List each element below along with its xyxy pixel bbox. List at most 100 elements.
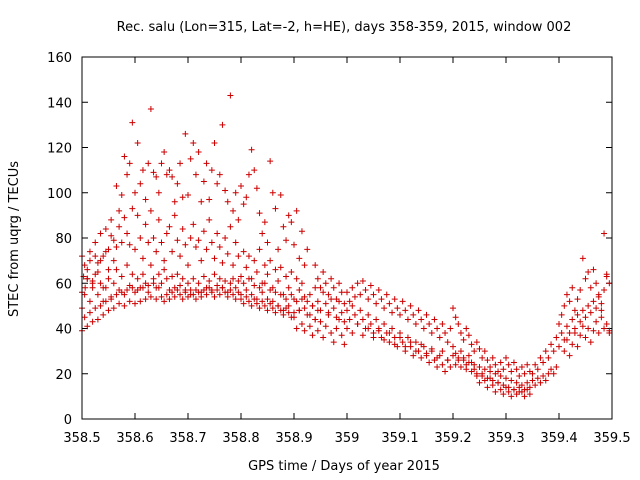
data-point (206, 284, 213, 291)
data-point (208, 239, 215, 246)
data-point (590, 327, 597, 334)
data-point (351, 311, 358, 318)
data-point (542, 348, 549, 355)
data-point (309, 332, 316, 339)
data-point (86, 309, 93, 316)
y-tick-label: 100 (47, 187, 72, 202)
data-point (582, 334, 589, 341)
data-point (139, 167, 146, 174)
data-point (177, 253, 184, 260)
data-point (227, 287, 234, 294)
data-point (171, 212, 178, 219)
data-point (344, 307, 350, 314)
data-point (489, 382, 496, 389)
data-point (450, 305, 456, 312)
data-point (577, 287, 584, 294)
data-point (139, 255, 146, 262)
data-point (532, 382, 539, 389)
data-point (169, 173, 176, 180)
data-point (357, 291, 364, 298)
data-point (158, 293, 165, 300)
data-point (293, 325, 300, 332)
data-point (534, 375, 541, 382)
data-point (129, 271, 136, 278)
data-point (423, 311, 430, 318)
data-point (434, 354, 441, 361)
data-point (253, 185, 260, 192)
data-point (118, 192, 125, 199)
data-point (243, 194, 250, 201)
data-point (235, 216, 242, 223)
data-point (142, 296, 149, 303)
data-point (330, 339, 337, 346)
data-point (322, 300, 329, 307)
data-point (399, 339, 406, 346)
data-point (222, 187, 229, 194)
data-point (439, 320, 446, 327)
data-point (391, 341, 398, 348)
data-point (222, 277, 229, 284)
data-point (222, 235, 229, 241)
x-tick-label: 359.2 (434, 431, 471, 446)
data-point (179, 194, 186, 201)
data-point (346, 316, 353, 323)
x-tick-label: 358.5 (63, 431, 100, 446)
data-point (503, 354, 509, 361)
data-point (346, 298, 353, 305)
data-point (521, 393, 528, 400)
data-point (232, 296, 239, 303)
data-point (293, 207, 300, 214)
data-point (325, 309, 332, 316)
data-point (505, 388, 512, 395)
data-point (571, 307, 578, 314)
data-point (124, 230, 131, 237)
data-point (206, 216, 213, 223)
data-point (285, 212, 292, 219)
data-point (134, 139, 141, 146)
data-point (232, 189, 239, 196)
data-point (476, 345, 483, 352)
data-point (105, 266, 112, 273)
data-point (381, 320, 388, 327)
data-point (428, 345, 435, 352)
data-point (198, 198, 205, 205)
data-point (89, 284, 96, 291)
data-point (457, 348, 464, 355)
data-point (86, 298, 93, 305)
data-point (394, 305, 401, 312)
data-point (174, 287, 181, 294)
x-tick-label: 359.1 (381, 431, 418, 446)
data-point (481, 377, 488, 384)
data-point (86, 248, 93, 255)
data-point (211, 271, 218, 278)
data-point (200, 287, 207, 294)
data-point (563, 323, 570, 330)
data-point (338, 309, 345, 316)
data-point (230, 207, 237, 214)
data-point (468, 359, 475, 366)
data-point (521, 370, 528, 377)
data-point (444, 357, 451, 364)
data-point (320, 334, 327, 341)
data-point (351, 293, 358, 300)
data-point (410, 352, 417, 359)
data-point (116, 223, 123, 230)
data-point (147, 207, 154, 214)
data-point (298, 320, 305, 327)
data-point (585, 325, 592, 332)
data-point (145, 239, 152, 246)
data-point (280, 311, 287, 318)
data-point (383, 291, 390, 298)
data-point (558, 330, 565, 337)
data-point (169, 273, 176, 280)
data-point (304, 311, 311, 318)
data-point (208, 289, 215, 296)
data-point (526, 391, 533, 398)
data-point (293, 298, 300, 305)
data-point (182, 130, 189, 137)
data-point (463, 325, 470, 332)
data-point (211, 255, 218, 262)
data-point (603, 320, 610, 327)
data-point (283, 273, 290, 280)
data-point (81, 291, 88, 298)
